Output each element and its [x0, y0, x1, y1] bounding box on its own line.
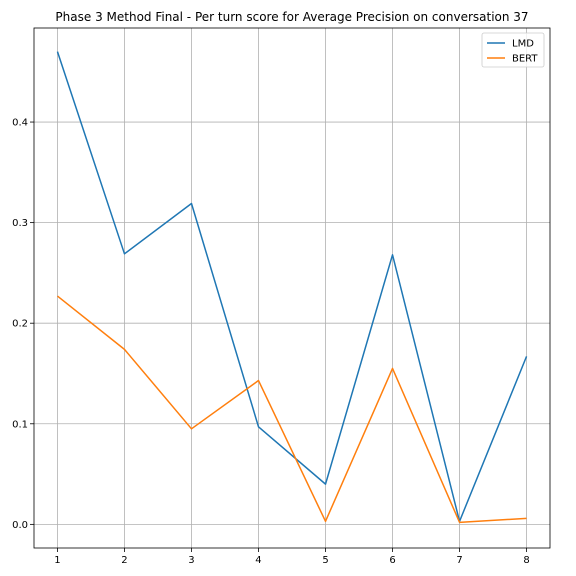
x-tick-label: 1 — [54, 555, 60, 566]
legend-label-lmd: LMD — [512, 39, 534, 50]
plot-frame — [33, 27, 551, 549]
y-tick-label: 0.4 — [12, 118, 28, 129]
y-tick-label: 0.3 — [12, 218, 28, 229]
grid-lines — [34, 28, 550, 548]
x-tick-label: 8 — [523, 555, 529, 566]
y-tick-label: 0.1 — [12, 419, 28, 430]
x-tick-label: 2 — [121, 555, 127, 566]
axis-ticks: 1 2 3 4 5 6 7 8 0.0 0.1 0.2 0.3 0.4 — [12, 118, 530, 566]
series-line-lmd — [56, 51, 528, 523]
legend-label-bert: BERT — [512, 54, 538, 65]
y-tick-label: 0.2 — [12, 319, 28, 330]
legend: LMD BERT — [481, 32, 545, 68]
x-tick-label: 7 — [456, 555, 462, 566]
x-tick-label: 4 — [255, 555, 261, 566]
y-tick-label: 0.0 — [12, 520, 28, 531]
series-line-bert — [56, 295, 527, 524]
x-tick-label: 6 — [389, 555, 395, 566]
chart-title: Phase 3 Method Final - Per turn score fo… — [55, 10, 528, 24]
series-lines — [56, 51, 528, 524]
x-tick-label: 3 — [188, 555, 194, 566]
x-tick-label: 5 — [322, 555, 328, 566]
